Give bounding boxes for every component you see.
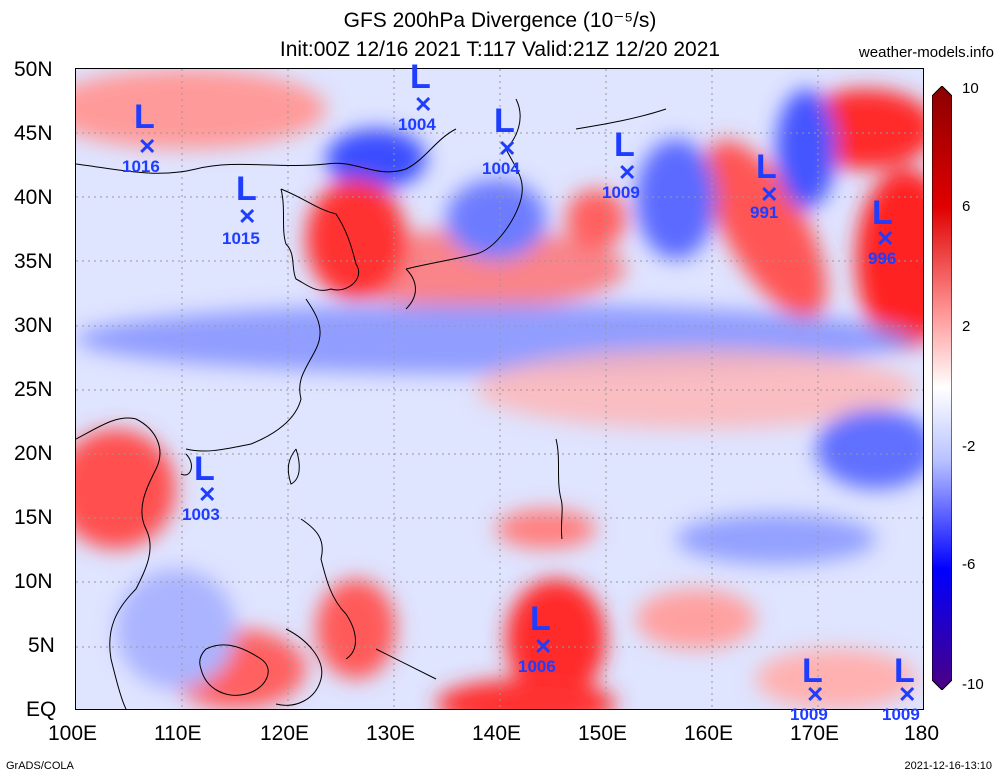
low-center-icon: ✕: [760, 182, 779, 207]
low-marker: L ✕ 1009: [880, 654, 940, 734]
site-credit: weather-models.info: [858, 44, 994, 61]
low-letter: L: [494, 102, 515, 140]
low-pressure: 1004: [398, 115, 436, 134]
low-letter: L: [802, 652, 823, 690]
low-marker: L ✕ 1003: [180, 452, 240, 532]
lat-label-25n: 25N: [14, 378, 53, 401]
lon-label-130e: 130E: [366, 722, 416, 745]
low-center-icon: ✕: [238, 204, 257, 229]
lon-label-160e: 160E: [684, 722, 734, 745]
divergence-map: [75, 68, 924, 710]
colorbar: [932, 86, 952, 690]
map-title: GFS 200hPa Divergence (10⁻⁵/s): [343, 9, 657, 32]
colorbar-tick: 2: [962, 318, 971, 335]
low-marker: L ✕ 1016: [120, 100, 180, 180]
low-pressure: 1015: [222, 229, 260, 248]
low-pressure: 1016: [122, 157, 160, 176]
footer-timestamp: 2021-12-16-13:10: [904, 760, 992, 772]
low-pressure: 1009: [882, 705, 920, 724]
low-letter: L: [134, 98, 155, 136]
low-center-icon: ✕: [414, 92, 433, 117]
low-center-icon: ✕: [898, 682, 917, 707]
colorbar-tick: 6: [962, 198, 971, 215]
lat-label-45n: 45N: [14, 122, 53, 145]
low-pressure: 1003: [182, 505, 220, 524]
low-letter: L: [530, 600, 551, 638]
low-center-icon: ✕: [498, 136, 517, 161]
lat-label-15n: 15N: [14, 506, 53, 529]
colorbar-tick: -2: [962, 438, 976, 455]
lat-label-50n: 50N: [14, 58, 53, 81]
low-marker: L ✕ 1009: [600, 128, 660, 208]
lon-label-150e: 150E: [578, 722, 628, 745]
low-marker: L ✕ 1009: [788, 654, 848, 734]
low-pressure: 996: [868, 249, 897, 268]
colorbar-tick: -10: [962, 676, 984, 693]
low-letter: L: [194, 450, 215, 488]
low-pressure: 1006: [518, 657, 556, 676]
lat-label-30n: 30N: [14, 314, 53, 337]
lat-label-40n: 40N: [14, 186, 53, 209]
low-center-icon: ✕: [534, 634, 553, 659]
low-pressure: 1004: [482, 159, 520, 178]
lat-label-5n: 5N: [28, 634, 55, 657]
low-letter: L: [894, 652, 915, 690]
low-letter: L: [872, 194, 893, 232]
low-marker: L ✕ 996: [858, 196, 918, 276]
lon-label-180: 180: [904, 722, 940, 745]
divergence-field: [76, 69, 923, 709]
lon-label-100e: 100E: [48, 722, 98, 745]
low-center-icon: ✕: [806, 682, 825, 707]
low-marker: L ✕ 991: [742, 150, 802, 230]
lon-label-120e: 120E: [260, 722, 310, 745]
colorbar-tick: -6: [962, 556, 976, 573]
low-marker: L ✕ 1015: [220, 172, 280, 252]
lon-label-110e: 110E: [154, 722, 202, 745]
low-pressure: 1009: [790, 705, 828, 724]
low-center-icon: ✕: [198, 482, 217, 507]
lat-label-eq: EQ: [26, 698, 57, 721]
footer-credit: GrADS/COLA: [6, 760, 74, 772]
low-marker: L ✕ 1004: [480, 104, 540, 184]
lon-label-140e: 140E: [472, 722, 522, 745]
lat-label-10n: 10N: [14, 570, 53, 593]
low-letter: L: [410, 58, 431, 96]
low-center-icon: ✕: [618, 160, 637, 185]
lon-label-170e: 170E: [790, 722, 840, 745]
lat-label-20n: 20N: [14, 442, 53, 465]
low-letter: L: [614, 126, 635, 164]
low-letter: L: [236, 170, 257, 208]
low-marker: L ✕ 1004: [396, 60, 456, 140]
coastlines: [76, 98, 667, 709]
low-letter: L: [756, 148, 777, 186]
low-center-icon: ✕: [138, 134, 157, 159]
lat-label-35n: 35N: [14, 250, 53, 273]
low-pressure: 1009: [602, 183, 640, 202]
low-center-icon: ✕: [876, 226, 895, 251]
colorbar-tick: 10: [962, 80, 979, 97]
low-pressure: 991: [750, 203, 779, 222]
low-marker: L ✕ 1006: [516, 602, 576, 682]
map-subtitle: Init:00Z 12/16 2021 T:117 Valid:21Z 12/2…: [279, 38, 721, 61]
